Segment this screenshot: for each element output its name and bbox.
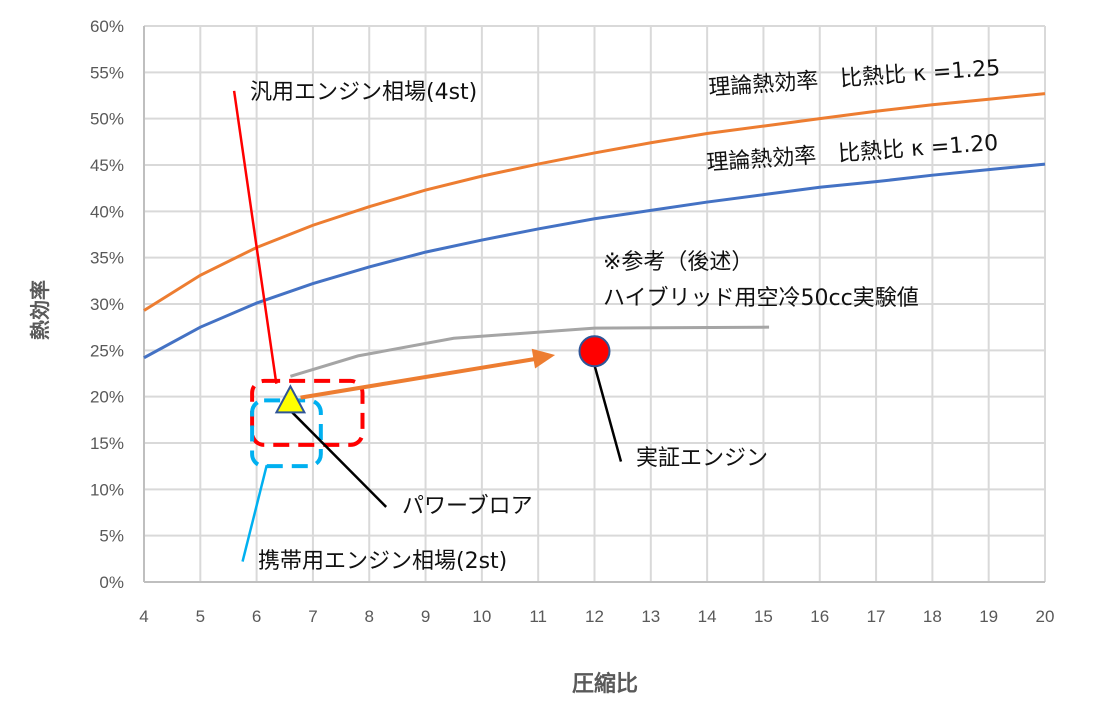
- leader-line: [289, 409, 388, 508]
- y-tick-label: 25%: [90, 341, 124, 360]
- series-kappa-125: [143, 92, 1046, 312]
- demo-engine-marker: [578, 335, 611, 368]
- x-tick-label: 4: [139, 607, 148, 626]
- y-tick-label: 50%: [90, 110, 124, 129]
- arrow-head: [531, 348, 556, 369]
- x-tick-label: 18: [923, 607, 942, 626]
- label-ref2: ハイブリッド用空冷50cc実験値: [603, 286, 919, 311]
- leader-line: [593, 364, 623, 462]
- y-tick-label: 20%: [90, 388, 124, 407]
- x-tick-label: 11: [529, 607, 547, 626]
- x-tick-label: 14: [698, 607, 717, 626]
- x-tick-label: 8: [365, 607, 374, 626]
- y-tick-label: 15%: [90, 434, 124, 453]
- improvement-arrow: [300, 355, 542, 400]
- x-tick-label: 17: [867, 607, 886, 626]
- x-tick-label: 9: [421, 607, 430, 626]
- y-tick-label: 45%: [90, 156, 124, 175]
- y-tick-label: 60%: [90, 17, 124, 36]
- leader-line: [241, 464, 268, 562]
- x-tick-label: 20: [1036, 607, 1055, 626]
- x-tick-label: 6: [252, 607, 261, 626]
- portable-engine-region: [250, 398, 323, 469]
- y-tick-label: 40%: [90, 202, 124, 221]
- x-tick-label: 19: [979, 607, 998, 626]
- y-axis-label: 熱効率: [28, 280, 52, 340]
- label-demo-engine: 実証エンジン: [636, 446, 769, 471]
- y-tick-label: 30%: [90, 295, 124, 314]
- power-blower-marker: [274, 384, 307, 414]
- y-tick-label: 10%: [90, 480, 124, 499]
- x-tick-label: 7: [308, 607, 317, 626]
- label-ref1: ※参考（後述）: [603, 250, 754, 275]
- x-axis-label: 圧縮比: [572, 672, 639, 697]
- series-experimental: [289, 325, 770, 378]
- y-tick-label: 5%: [99, 527, 124, 546]
- x-tick-label: 12: [585, 607, 604, 626]
- x-tick-label: 10: [472, 607, 491, 626]
- y-tick-label: 0%: [99, 573, 124, 592]
- x-tick-label: 5: [196, 607, 205, 626]
- series-kappa-120: [143, 162, 1046, 360]
- y-tick-label: 35%: [90, 249, 124, 268]
- leader-line: [232, 90, 278, 384]
- x-tick-label: 16: [810, 607, 829, 626]
- y-tick-label: 55%: [90, 63, 124, 82]
- label-portable-engine: 携帯用エンジン相場(2st): [258, 549, 508, 574]
- label-general-engine: 汎用エンジン相場(4st): [250, 80, 478, 105]
- x-tick-label: 15: [754, 607, 773, 626]
- label-power-blower: パワーブロア: [402, 494, 533, 519]
- x-tick-label: 13: [641, 607, 660, 626]
